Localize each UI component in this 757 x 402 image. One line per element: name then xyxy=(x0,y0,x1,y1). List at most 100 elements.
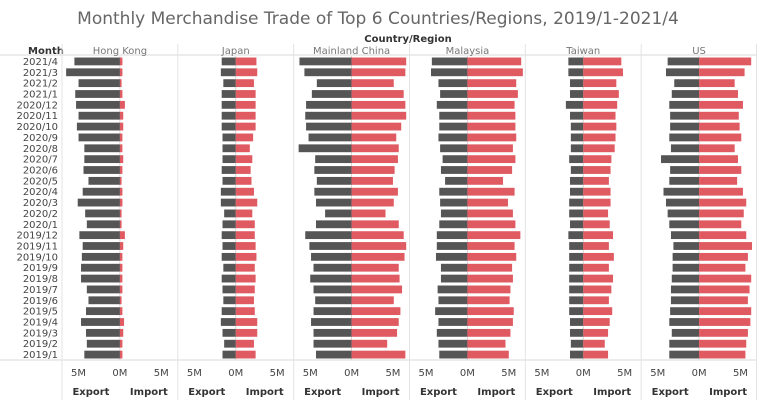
panel-malaysia: Malaysia 5M 0M 5M Export Import xyxy=(409,44,523,400)
import-bar xyxy=(467,122,516,131)
import-bar xyxy=(235,274,256,283)
month-label: 2021/4 xyxy=(23,57,58,68)
import-bar xyxy=(235,263,255,272)
export-bar xyxy=(670,122,700,131)
month-label: 2020/10 xyxy=(16,122,58,133)
export-bar xyxy=(570,79,584,88)
export-bar xyxy=(304,68,352,77)
export-bar xyxy=(669,100,700,109)
import-bar xyxy=(699,274,752,283)
export-bar xyxy=(76,122,120,131)
region-name: Mainland China xyxy=(313,46,390,57)
export-bar xyxy=(221,231,236,240)
import-bar xyxy=(119,285,123,294)
export-bar xyxy=(569,242,584,250)
import-bar xyxy=(583,318,610,326)
import-bar xyxy=(351,307,401,316)
export-bar xyxy=(670,285,700,294)
export-bar xyxy=(74,57,120,66)
column-header: Country/Region xyxy=(364,34,451,45)
export-bar xyxy=(439,220,468,229)
export-bar xyxy=(314,187,352,196)
tick-label: 5M xyxy=(187,368,202,379)
month-label: 2019/4 xyxy=(23,318,58,329)
import-bar xyxy=(467,144,513,153)
import-bar xyxy=(119,328,124,337)
export-bar xyxy=(667,57,700,66)
import-bar xyxy=(235,187,254,196)
export-bar xyxy=(313,328,352,337)
export-bar xyxy=(316,176,352,185)
export-bar xyxy=(569,307,584,316)
export-bar xyxy=(221,90,236,98)
import-bar xyxy=(351,285,403,294)
tick-labels: 5M 0M 5M xyxy=(534,368,632,379)
import-bar xyxy=(467,90,518,98)
month-label: 2020/1 xyxy=(23,220,58,231)
import-bar xyxy=(699,198,747,207)
export-bar xyxy=(220,187,236,196)
export-label: Export xyxy=(188,387,225,398)
export-bar xyxy=(221,57,236,66)
export-bar xyxy=(220,318,236,326)
export-bar xyxy=(437,285,468,294)
import-bar xyxy=(351,350,406,359)
export-bar xyxy=(313,285,352,294)
export-bar xyxy=(440,274,468,283)
import-bar xyxy=(467,57,522,66)
export-bar xyxy=(222,144,236,153)
export-bar xyxy=(671,90,700,98)
import-bar xyxy=(235,144,250,153)
export-bar xyxy=(81,263,120,272)
import-bar xyxy=(583,100,618,109)
export-bar xyxy=(316,198,352,207)
export-bar xyxy=(221,166,236,174)
import-bar xyxy=(467,274,513,283)
import-bar xyxy=(699,144,735,153)
export-bar xyxy=(310,274,352,283)
tick-label: 0M xyxy=(692,368,707,379)
export-label: Export xyxy=(304,387,341,398)
import-bar xyxy=(467,350,509,359)
import-bar xyxy=(699,133,742,142)
export-bar xyxy=(431,68,468,77)
import-bar xyxy=(467,198,508,207)
import-bar xyxy=(119,57,123,66)
month-label: 2021/2 xyxy=(23,79,58,90)
import-bar xyxy=(351,198,394,207)
export-bar xyxy=(84,350,120,359)
import-bar xyxy=(699,122,740,131)
import-bar xyxy=(467,220,516,229)
export-bar xyxy=(440,166,468,174)
import-bar xyxy=(235,166,251,174)
month-label: 2019/2 xyxy=(23,339,58,350)
export-bar xyxy=(222,285,236,294)
import-bar xyxy=(699,90,738,98)
month-label: 2021/1 xyxy=(23,90,58,101)
import-bar xyxy=(467,328,511,337)
export-bar xyxy=(308,133,352,142)
export-bar xyxy=(81,318,120,326)
import-bar xyxy=(699,166,742,174)
panel-mainland-china: Mainland China 5M 0M 5M Export Import xyxy=(293,44,407,400)
export-bar xyxy=(672,252,700,261)
import-bar xyxy=(119,231,125,240)
import-bar xyxy=(699,68,745,77)
export-bar xyxy=(306,100,352,109)
import-bar xyxy=(467,339,506,348)
tick-label: 0M xyxy=(344,368,359,379)
export-bar xyxy=(438,318,468,326)
import-bar xyxy=(235,100,256,109)
region-panels: Hong Kong 5M 0M 5M Export Import Japan 5M 0M 5M Ex… xyxy=(0,44,757,400)
export-bar xyxy=(85,307,120,316)
export-bar xyxy=(78,79,120,88)
month-label: 2020/11 xyxy=(16,111,58,122)
import-bar xyxy=(119,307,123,316)
import-bar xyxy=(235,79,254,88)
import-bar xyxy=(583,122,617,131)
import-bar xyxy=(699,100,743,109)
region-name: Taiwan xyxy=(565,46,600,57)
import-bar xyxy=(235,209,253,218)
import-bar xyxy=(583,296,609,305)
import-bar xyxy=(583,209,609,218)
